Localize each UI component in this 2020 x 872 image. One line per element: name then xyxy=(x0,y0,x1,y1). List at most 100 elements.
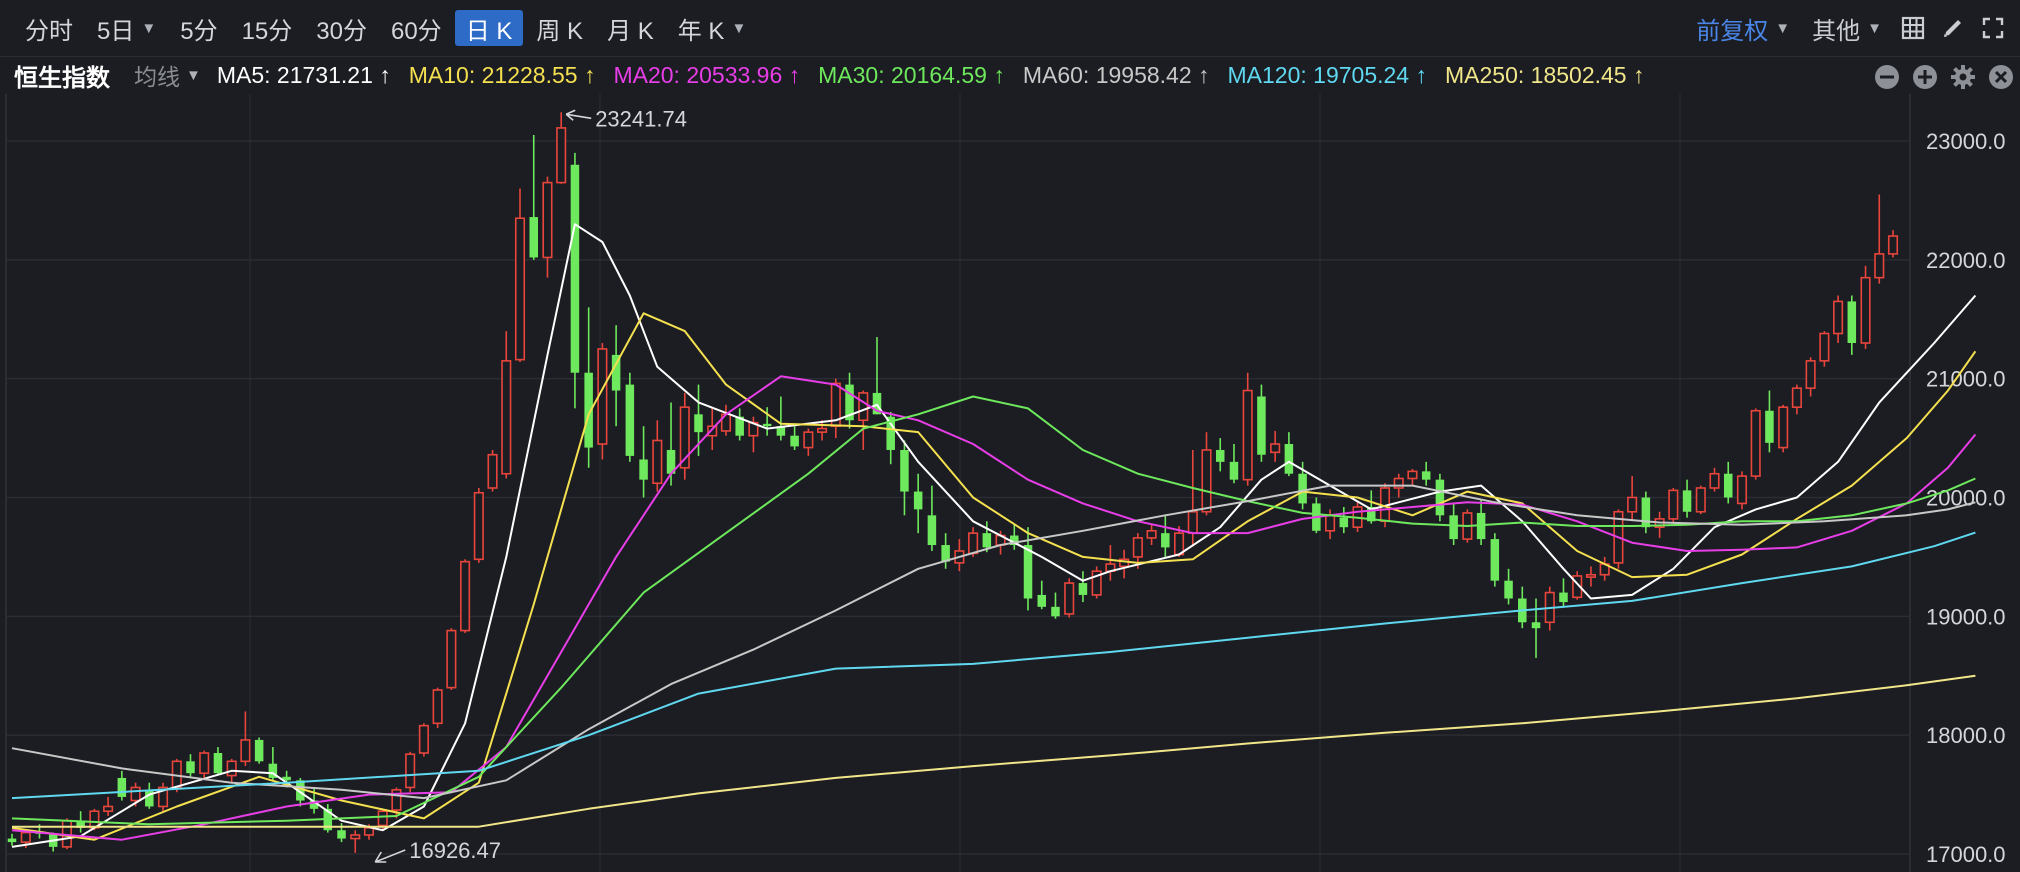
tab-30min[interactable]: 30分 xyxy=(305,10,378,46)
candle-body-up xyxy=(103,805,114,813)
candle-body-up xyxy=(157,786,169,808)
candle-body-down xyxy=(913,491,923,510)
candle-body-up xyxy=(473,491,484,561)
tab-5min[interactable]: 5分 xyxy=(169,10,228,46)
other-label: 其他 xyxy=(1812,17,1861,45)
candle-body-down xyxy=(186,761,195,774)
candle-body-down xyxy=(941,545,950,562)
ma-type-label: 均线 xyxy=(134,64,180,90)
candle-body-up xyxy=(1242,389,1253,481)
close-circle-icon[interactable] xyxy=(1986,62,2016,92)
candle-body-up xyxy=(1146,529,1157,539)
candle-body-down xyxy=(7,838,17,843)
candle-body-up xyxy=(1585,573,1596,578)
price-adjust-label: 前复权 xyxy=(1696,17,1769,45)
tab-yearly-k[interactable]: 年 K ▼ xyxy=(667,10,758,46)
candle-body-down xyxy=(570,164,580,373)
candle-body-up xyxy=(1791,387,1802,408)
candle-body-down xyxy=(1723,473,1733,498)
candle-body-up xyxy=(501,360,512,475)
candle-body-up xyxy=(1860,276,1871,344)
layout-grid-icon[interactable] xyxy=(1898,13,1928,43)
draw-pen-icon[interactable] xyxy=(1938,13,1968,43)
candle-body-down xyxy=(900,449,909,492)
tab-label: 5分 xyxy=(180,17,218,45)
candle-body-up xyxy=(405,753,416,789)
tab-daily-k[interactable]: 日 K xyxy=(454,10,524,46)
ma-type-dropdown[interactable]: 均线 ▼ xyxy=(134,58,201,92)
candle-body-up xyxy=(707,425,718,437)
ma30-value: MA30: 20164.59 ↑ xyxy=(818,61,1005,88)
candle-body-down xyxy=(1559,592,1568,603)
candle-body-up xyxy=(817,427,828,433)
candle-body-down xyxy=(1215,449,1225,462)
y-tick-label: 19000.0 xyxy=(1926,604,2006,629)
candle-body-up xyxy=(1833,300,1844,335)
candle-body-down xyxy=(213,752,223,774)
candle-body-up xyxy=(1874,253,1885,279)
candle-body-down xyxy=(776,426,786,436)
other-dropdown[interactable]: 其他 ▼ xyxy=(1806,11,1888,46)
candlestick-chart[interactable]: 23000.0 22000.0 21000.0 20000.0 19000.0 18000… xyxy=(0,94,2020,872)
ma120-value: MA120: 19705.24 ↑ xyxy=(1227,61,1427,88)
candle-body-down xyxy=(927,515,937,546)
ma60-value: MA60: 19958.42 ↑ xyxy=(1022,61,1210,88)
fullscreen-icon[interactable] xyxy=(1978,13,2008,43)
candle-body-up xyxy=(1695,487,1706,513)
chevron-down-icon: ▼ xyxy=(1775,19,1791,37)
candle-body-down xyxy=(1051,606,1060,617)
candle-body-up xyxy=(1805,360,1816,389)
gear-icon[interactable] xyxy=(1948,62,1978,92)
ma250-line xyxy=(12,674,1976,828)
candle-body-up xyxy=(1187,510,1198,534)
tab-label: 5日 xyxy=(97,17,135,45)
tab-monthly-k[interactable]: 月 K xyxy=(596,10,665,46)
candle-body-down xyxy=(145,789,154,807)
tab-5day[interactable]: 5日 ▼ xyxy=(86,10,167,46)
candle-body-up xyxy=(226,760,237,777)
candle-body-up xyxy=(1270,443,1281,454)
period-tabs: 分时 5日 ▼ 5分 15分 30分 60分 日 K 周 K 月 K 年 K ▼ xyxy=(14,8,759,48)
candle-body-down xyxy=(1682,490,1692,512)
tab-weekly-k[interactable]: 周 K xyxy=(525,10,594,46)
candle-body-up xyxy=(1393,477,1404,489)
candle-body-down xyxy=(1339,517,1349,528)
candle-body-down xyxy=(1037,594,1047,607)
candle-body-down xyxy=(611,354,621,391)
low-annotation-label: 16926.47 xyxy=(409,838,501,863)
tab-label: 60分 xyxy=(390,17,442,45)
tab-15min[interactable]: 15分 xyxy=(231,10,304,46)
tab-60min[interactable]: 60分 xyxy=(380,10,453,46)
ma20-line xyxy=(11,375,1977,841)
candle-body-down xyxy=(1449,515,1458,540)
candle-body-down xyxy=(982,533,992,548)
candle-body-down xyxy=(694,414,703,433)
candle-body-down xyxy=(76,820,85,828)
ma30-line xyxy=(11,395,1976,826)
candle-body-down xyxy=(1641,497,1651,528)
candle-body-down xyxy=(1284,444,1294,474)
candle-body-up xyxy=(240,739,251,763)
candle-body-up xyxy=(487,453,498,489)
tab-label: 月 K xyxy=(607,17,654,45)
candle-body-up xyxy=(1709,472,1720,489)
y-tick-label: 21000.0 xyxy=(1926,367,2006,392)
candle-body-down xyxy=(117,777,127,797)
candle-body-down xyxy=(1504,580,1513,599)
chevron-down-icon: ▼ xyxy=(141,19,157,37)
candle-body-up xyxy=(1736,475,1748,505)
minus-circle-icon[interactable] xyxy=(1872,62,1902,92)
candle-body-up xyxy=(652,439,663,485)
candle-body-up xyxy=(1572,575,1583,599)
price-adjust-dropdown[interactable]: 前复权 ▼ xyxy=(1690,11,1796,46)
plus-circle-icon[interactable] xyxy=(1910,62,1940,92)
candle-body-up xyxy=(1064,582,1075,615)
tab-label: 年 K xyxy=(677,17,725,45)
candle-body-up xyxy=(1325,514,1336,532)
candle-body-down xyxy=(1765,410,1774,443)
candle-body-down xyxy=(735,416,744,436)
ma10-value: MA10: 21228.55 ↑ xyxy=(408,61,596,88)
y-tick-label: 18000.0 xyxy=(1926,723,2006,748)
candle-body-down xyxy=(1010,535,1019,546)
tab-intraday[interactable]: 分时 xyxy=(14,10,84,46)
